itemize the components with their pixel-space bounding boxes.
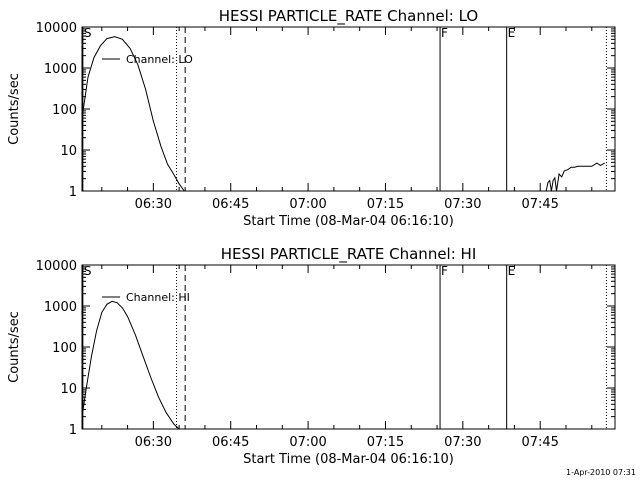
x-tick-label: 07:30 [444,197,481,212]
timestamp-footer: 1-Apr-2010 07:31 [566,468,636,477]
x-tick-label: 07:45 [521,197,558,212]
y-tick-label: 100 [52,103,77,118]
x-tick-label: 07:45 [521,435,558,450]
chart-lo: HESSI PARTICLE_RATE Channel: LO Start Tim… [7,7,616,229]
y-tick-label: 1 [69,423,77,438]
legend-label: Channel: HI [126,291,190,304]
series-line [81,300,180,430]
x-axis-label: Start Time (08-Mar-04 06:16:10) [243,214,454,229]
marker-label: F [441,26,448,40]
marker-label: E [508,26,516,40]
chart-hi: HESSI PARTICLE_RATE Channel: HI Start Tim… [7,245,616,467]
legend-label: Channel: LO [126,53,193,66]
marker-label: S [84,26,92,40]
chart-title: HESSI PARTICLE_RATE Channel: HI [221,245,477,264]
x-tick-label: 07:15 [367,197,404,212]
y-tick-label: 10 [60,144,77,159]
series-line [81,36,185,192]
x-tick-label: 07:00 [289,435,326,450]
x-tick-label: 07:15 [367,435,404,450]
x-tick-label: 06:45 [212,197,249,212]
y-axis-label: Counts/sec [7,73,22,145]
y-tick-label: 1000 [44,300,77,315]
x-tick-label: 07:00 [289,197,326,212]
x-axis-label: Start Time (08-Mar-04 06:16:10) [243,452,454,467]
y-tick-label: 10000 [36,259,77,274]
y-tick-label: 1 [69,185,77,200]
y-tick-label: 10000 [36,21,77,36]
marker-label: S [84,264,92,278]
marker-label: F [441,264,448,278]
y-axis-label: Counts/sec [7,311,22,383]
x-tick-label: 06:30 [135,435,172,450]
y-tick-label: 100 [52,341,77,356]
x-tick-label: 07:30 [444,435,481,450]
series-line [545,162,605,192]
plot-frame [81,26,616,192]
y-tick-label: 1000 [44,62,77,77]
x-tick-label: 06:45 [212,435,249,450]
chart-title: HESSI PARTICLE_RATE Channel: LO [219,7,478,26]
x-tick-label: 06:30 [135,197,172,212]
y-tick-label: 10 [60,382,77,397]
marker-label: E [508,264,516,278]
